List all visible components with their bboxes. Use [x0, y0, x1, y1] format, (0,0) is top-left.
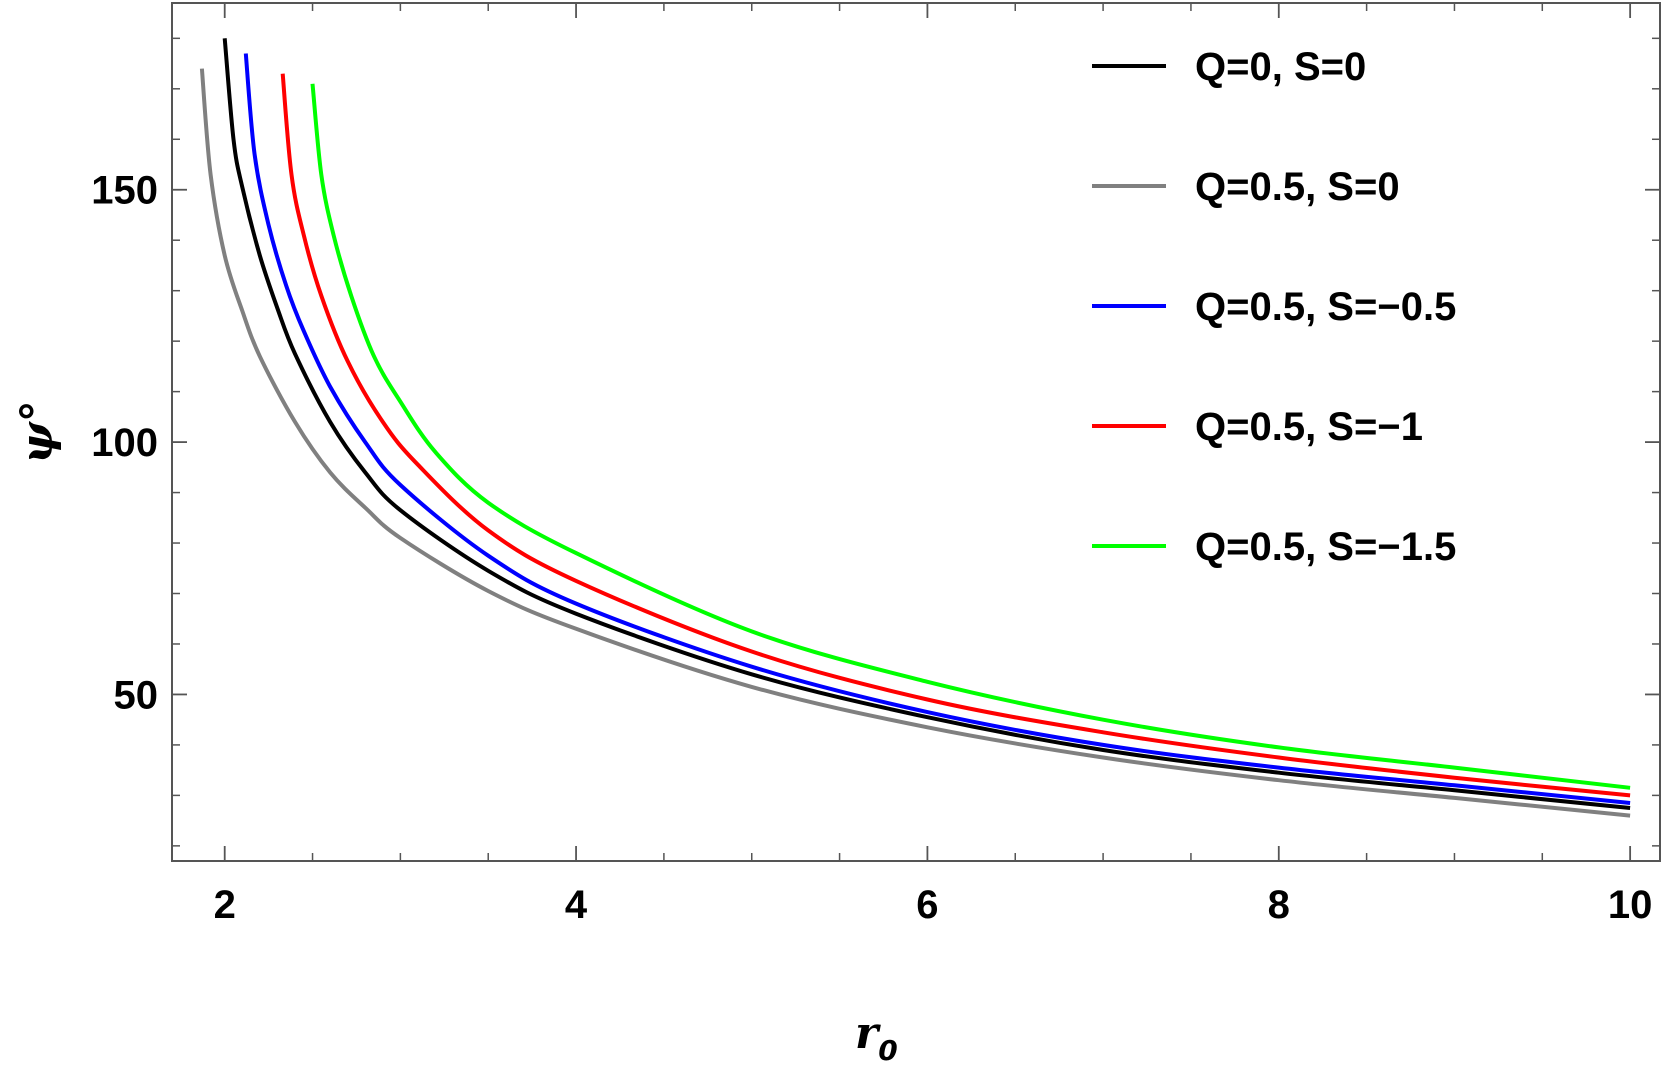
x-tick-label: 4: [565, 883, 588, 927]
legend-label-4: Q=0.5, S=−1.5: [1195, 525, 1456, 569]
x-axis-label-subscript: 0: [878, 1034, 897, 1067]
minor-ticks: [172, 3, 1660, 861]
series-line-2: [243, 53, 1631, 805]
x-tick-labels: 2 4 6 8 10: [214, 883, 1653, 927]
x-axis-label-main: r: [855, 1008, 881, 1059]
legend-label-1: Q=0.5, S=0: [1195, 165, 1400, 209]
x-axis-label: r0: [855, 1008, 898, 1067]
series-lines: [199, 38, 1631, 818]
y-tick-labels: 50 100 150: [91, 169, 158, 718]
legend-label-0: Q=0, S=0: [1195, 45, 1366, 89]
x-tick-label: 10: [1608, 883, 1653, 927]
legend-label-2: Q=0.5, S=−0.5: [1195, 285, 1456, 329]
y-tick-label: 50: [114, 673, 159, 717]
plot-frame: [171, 2, 1661, 862]
legend: Q=0, S=0 Q=0.5, S=0 Q=0.5, S=−0.5 Q=0.5, S=…: [1092, 45, 1456, 569]
x-tick-label: 6: [916, 883, 938, 927]
series-line-3: [280, 73, 1631, 798]
x-tick-label: 2: [214, 883, 236, 927]
y-axis-label: ψ°: [12, 400, 63, 463]
series-line-1: [199, 68, 1631, 818]
series-line-0: [222, 38, 1631, 810]
series-line-4: [310, 83, 1631, 790]
major-ticks: [172, 3, 1660, 861]
legend-label-3: Q=0.5, S=−1: [1195, 405, 1423, 449]
y-tick-label: 150: [91, 169, 158, 213]
y-tick-label: 100: [91, 421, 158, 465]
x-tick-label: 8: [1268, 883, 1290, 927]
